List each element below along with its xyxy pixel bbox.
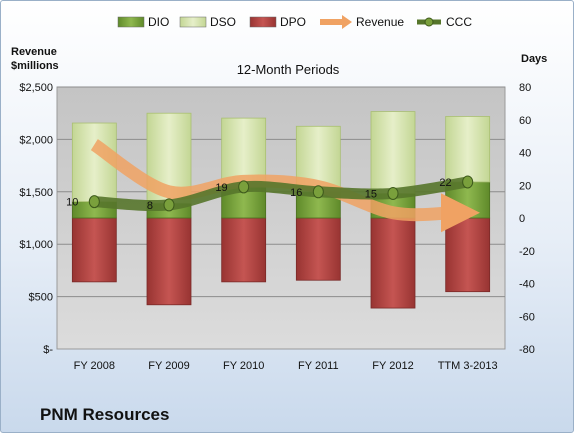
- bar-dso: [445, 116, 491, 183]
- legend-swatch-dpo: [249, 16, 277, 28]
- bar-dpo: [370, 217, 416, 309]
- right-tick-label: -20: [519, 246, 535, 258]
- ccc-point: [88, 195, 100, 209]
- legend-marker-ccc: [424, 17, 434, 27]
- left-axis-title-units: $millions: [11, 60, 59, 72]
- x-tick-label: FY 2010: [223, 360, 264, 372]
- bar-dpo: [221, 217, 267, 283]
- revenue-line: [90, 139, 480, 233]
- legend-label-dso: DSO: [210, 15, 236, 29]
- right-tick-label: -80: [519, 344, 535, 356]
- legend-arrow-revenue: [342, 15, 352, 29]
- ccc-data-label: 8: [147, 200, 153, 212]
- legend-swatch-dio: [117, 16, 145, 28]
- ccc-data-label: 19: [215, 182, 227, 194]
- ccc-data-label: 22: [439, 177, 451, 189]
- right-tick-label: 20: [519, 180, 531, 192]
- bar-dpo: [146, 217, 192, 306]
- bar-dpo: [71, 217, 117, 283]
- right-tick-label: 80: [519, 82, 531, 94]
- ccc-data-label: 10: [66, 197, 78, 209]
- bar-dpo: [445, 217, 491, 293]
- ccc-point: [163, 198, 175, 212]
- ccc-data-label: 15: [365, 188, 377, 200]
- legend-label-dio: DIO: [148, 15, 169, 29]
- legend-label-ccc: CCC: [446, 15, 472, 29]
- ccc-point: [238, 180, 250, 194]
- bar-dpo: [295, 217, 341, 281]
- x-tick-label: FY 2008: [74, 360, 115, 372]
- right-tick-label: 40: [519, 148, 531, 160]
- left-tick-label: $500: [29, 292, 53, 304]
- legend-swatch-dso: [179, 16, 207, 28]
- ccc-data-label: 16: [290, 187, 302, 199]
- chart-title: 12-Month Periods: [237, 62, 340, 77]
- bar-dso: [370, 111, 416, 194]
- ccc-point: [312, 185, 324, 199]
- legend-label-revenue: Revenue: [356, 15, 404, 29]
- x-tick-label: TTM 3-2013: [438, 360, 498, 372]
- x-tick-label: FY 2012: [372, 360, 413, 372]
- ccc-line: [88, 176, 474, 212]
- left-tick-label: $2,000: [19, 134, 53, 146]
- right-tick-label: 0: [519, 213, 525, 225]
- right-tick-label: -40: [519, 279, 535, 291]
- x-tick-label: FY 2011: [298, 360, 339, 372]
- legend-label-dpo: DPO: [280, 15, 306, 29]
- left-axis-title: Revenue: [11, 46, 57, 58]
- ccc-point: [387, 186, 399, 200]
- left-tick-label: $1,000: [19, 239, 53, 251]
- right-tick-label: 60: [519, 115, 531, 127]
- right-tick-label: -60: [519, 311, 535, 323]
- company-name: PNM Resources: [40, 405, 170, 424]
- right-axis-title: Days: [521, 53, 547, 65]
- left-tick-label: $1,500: [19, 187, 53, 199]
- left-tick-label: $2,500: [19, 82, 53, 94]
- x-tick-label: FY 2009: [148, 360, 189, 372]
- left-tick-label: $-: [43, 344, 53, 356]
- ccc-point: [462, 175, 474, 189]
